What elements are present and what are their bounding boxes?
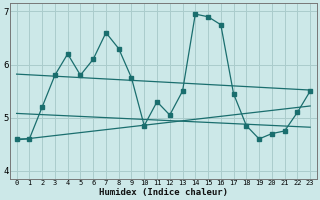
X-axis label: Humidex (Indice chaleur): Humidex (Indice chaleur) [99,188,228,197]
